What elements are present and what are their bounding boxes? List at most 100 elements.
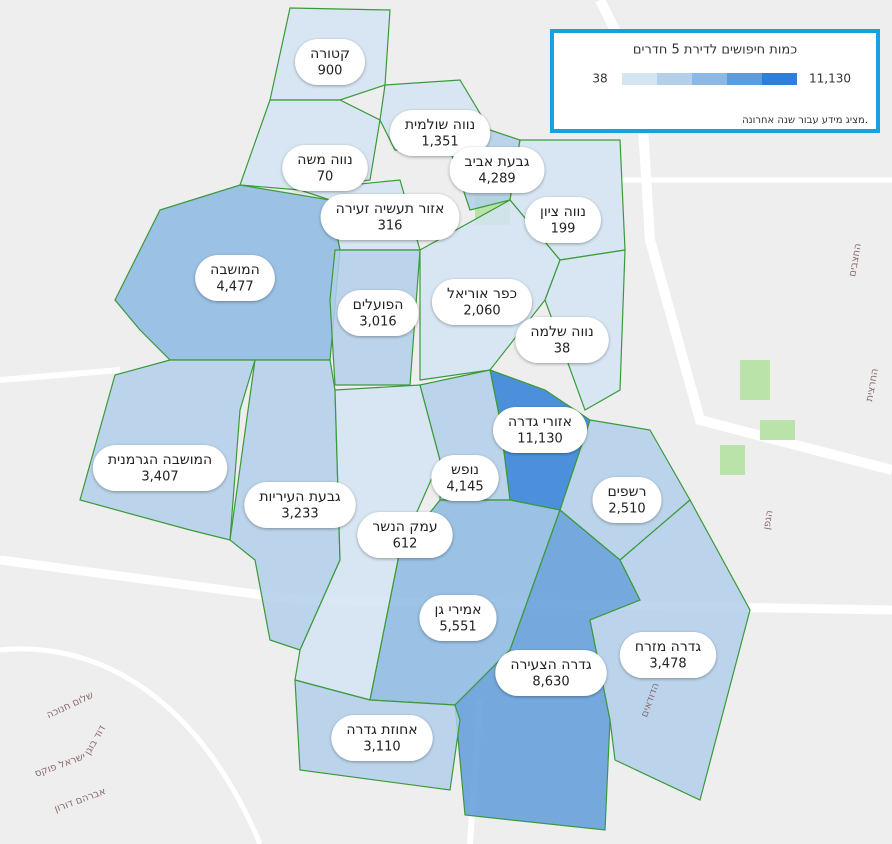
street-label: אברהם דורון — [53, 786, 107, 815]
neighborhood-label: הפועלים 3,016 — [337, 290, 419, 336]
neighborhood-name: המושבה הגרמנית — [108, 452, 212, 468]
label-bubble — [515, 317, 609, 363]
neighborhood-name: המושבה — [210, 262, 260, 278]
neighborhood-value: 199 — [551, 222, 576, 237]
neighborhood-name: אזורי גדרה — [508, 414, 572, 430]
street-label: הגפן — [761, 509, 775, 530]
neighborhood-name: נופש — [451, 462, 479, 478]
street-label: החרצית — [864, 368, 881, 403]
neighborhood-name: גדרה מזרח — [635, 639, 702, 655]
legend-swatch — [727, 73, 762, 85]
neighborhood-label: נווה שולמית 1,351 — [389, 110, 491, 156]
neighborhood-label: גדרה הצעירה 8,630 — [495, 650, 607, 696]
neighborhood-name: נווה שולמית — [405, 117, 475, 133]
neighborhood-value: 4,477 — [216, 280, 253, 295]
neighborhood-label: רשפים 2,510 — [592, 477, 662, 523]
label-bubble — [337, 290, 419, 336]
neighborhood-label: נווה ציון 199 — [525, 197, 601, 243]
neighborhood-name: כפר אוריאל — [447, 286, 517, 302]
legend-swatch — [762, 73, 797, 85]
neighborhood-label: גדרה מזרח 3,478 — [619, 632, 717, 678]
label-bubble — [320, 194, 460, 240]
label-bubble — [92, 445, 228, 491]
neighborhood-name: רשפים — [608, 484, 647, 500]
neighborhood-name: קטורה — [310, 46, 350, 62]
neighborhood-label: אזור תעשיה זעירה 316 — [320, 194, 460, 240]
label-bubble — [431, 455, 499, 501]
legend-swatch — [622, 73, 657, 85]
legend: כמות חיפושים לדירת 5 חדרים 38 11,130 מצי… — [550, 29, 880, 133]
street-label: שלום חנוכה — [45, 690, 95, 721]
label-bubble — [449, 147, 545, 193]
neighborhood-value: 4,289 — [478, 172, 515, 187]
label-bubble — [244, 482, 356, 528]
neighborhood-value: 3,110 — [363, 740, 400, 755]
street-label: דוד בוגן — [83, 723, 109, 757]
neighborhood-value: 2,510 — [608, 502, 645, 517]
neighborhood-value: 38 — [554, 342, 571, 357]
legend-swatch — [692, 73, 727, 85]
neighborhood-name: גדרה הצעירה — [510, 657, 592, 673]
neighborhood-value: 612 — [393, 537, 418, 552]
neighborhood-value: 2,060 — [463, 304, 500, 319]
neighborhood-name: גבעת אביב — [465, 154, 530, 170]
neighborhood-name: אזור תעשיה זעירה — [336, 201, 445, 217]
neighborhood-name: אחוזת גדרה — [346, 722, 417, 738]
neighborhood-value: 8,630 — [532, 675, 569, 690]
legend-ramp — [622, 73, 797, 85]
label-bubble — [619, 632, 717, 678]
neighborhood-value: 3,016 — [359, 315, 396, 330]
neighborhood-value: 5,551 — [439, 620, 476, 635]
neighborhood-value: 70 — [317, 170, 334, 185]
neighborhood-value: 3,407 — [141, 470, 178, 485]
label-bubble — [592, 477, 662, 523]
neighborhood-value: 11,130 — [517, 432, 563, 447]
neighborhood-label: קטורה 900 — [295, 39, 365, 85]
street-label: ישראל פוקס — [33, 751, 87, 779]
neighborhood-label: עמק הנשר 612 — [357, 512, 453, 558]
neighborhood-label: אזורי גדרה 11,130 — [493, 407, 587, 453]
legend-note: מציג מידע עבור שנה אחרונה. — [742, 115, 868, 126]
neighborhood-name: נווה שלמה — [530, 324, 593, 340]
neighborhood-label: גבעת אביב 4,289 — [449, 147, 545, 193]
label-bubble — [419, 595, 497, 641]
neighborhood-label: המושבה הגרמנית 3,407 — [92, 445, 228, 491]
label-bubble — [331, 715, 433, 761]
neighborhood-name: הפועלים — [353, 297, 404, 313]
legend-title: כמות חיפושים לדירת 5 חדרים — [633, 43, 797, 58]
neighborhood-labels: קטורה 900 נווה שולמית 1,351 נווה משה 70 גבעת א… — [92, 39, 717, 761]
neighborhood-name: גבעת העיריות — [259, 489, 341, 505]
neighborhood-name: אמירי גן — [434, 602, 481, 618]
neighborhood-label: גבעת העיריות 3,233 — [244, 482, 356, 528]
label-bubble — [431, 279, 533, 325]
neighborhood-label: נופש 4,145 — [431, 455, 499, 501]
label-bubble — [282, 145, 368, 191]
label-bubble — [525, 197, 601, 243]
label-bubble — [389, 110, 491, 156]
neighborhood-label: כפר אוריאל 2,060 — [431, 279, 533, 325]
label-bubble — [195, 255, 275, 301]
neighborhood-label: נווה משה 70 — [282, 145, 368, 191]
label-bubble — [493, 407, 587, 453]
neighborhood-value: 3,233 — [281, 507, 318, 522]
neighborhood-name: עמק הנשר — [372, 519, 437, 535]
legend-max: 11,130 — [809, 72, 851, 86]
neighborhood-name: נווה ציון — [540, 204, 586, 220]
neighborhood-value: 4,145 — [446, 480, 483, 495]
legend-swatch — [657, 73, 692, 85]
neighborhood-name: נווה משה — [297, 152, 352, 168]
neighborhood-value: 900 — [318, 64, 343, 79]
label-bubble — [295, 39, 365, 85]
legend-min: 38 — [592, 72, 607, 86]
neighborhood-value: 3,478 — [649, 657, 686, 672]
street-label: החצבים — [847, 243, 864, 278]
neighborhood-label: אחוזת גדרה 3,110 — [331, 715, 433, 761]
neighborhood-label: נווה שלמה 38 — [515, 317, 609, 363]
neighborhood-value: 1,351 — [421, 135, 458, 150]
label-bubble — [495, 650, 607, 696]
neighborhood-label: המושבה 4,477 — [195, 255, 275, 301]
neighborhood-value: 316 — [378, 219, 403, 234]
neighborhood-label: אמירי גן 5,551 — [419, 595, 497, 641]
label-bubble — [357, 512, 453, 558]
